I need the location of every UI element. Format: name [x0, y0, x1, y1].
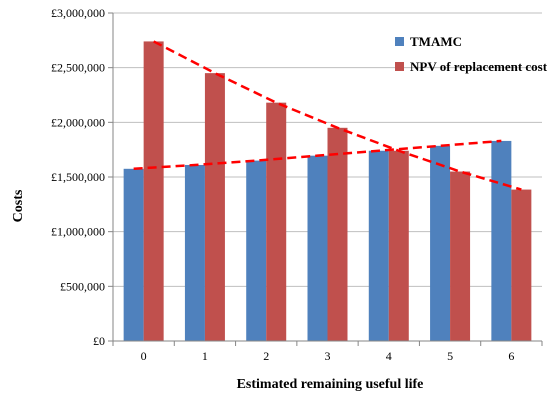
x-tick-labels: 0 1 2 3 4 5 6: [141, 349, 515, 363]
bars: [123, 41, 532, 341]
x-tick-label-5: 5: [447, 349, 453, 363]
trendlines: [133, 40, 522, 191]
y-tick-label-5: £2,500,000: [51, 61, 105, 75]
x-tick-label-1: 1: [202, 349, 208, 363]
bar-tmamc-0: [123, 168, 144, 341]
legend-swatch-npv: [395, 62, 404, 71]
y-tick-label-4: £2,000,000: [51, 115, 105, 129]
bar-npv-5: [450, 171, 471, 341]
bar-tmamc-2: [246, 160, 267, 341]
y-tick-label-0: £0: [93, 334, 105, 348]
trendline-tmamc: [133, 139, 502, 171]
x-tick-label-6: 6: [508, 349, 514, 363]
axes: [108, 12, 543, 346]
bar-tmamc-5: [430, 145, 451, 341]
bar-npv-0: [143, 41, 164, 341]
bar-npv-1: [204, 73, 225, 341]
legend-label-tmamc: TMAMC: [410, 34, 462, 49]
bar-tmamc-1: [184, 164, 205, 341]
y-tick-labels: £0 £500,000 £1,000,000 £1,500,000 £2,000,000…: [51, 6, 105, 348]
x-tick-label-4: 4: [386, 349, 392, 363]
legend-label-npv: NPV of replacement cost: [410, 59, 548, 74]
bar-npv-2: [266, 102, 287, 341]
trendline-npv: [153, 40, 522, 191]
y-tick-label-1: £500,000: [60, 279, 105, 293]
bar-tmamc-6: [491, 140, 512, 341]
bar-npv-6: [511, 189, 532, 341]
legend: TMAMC NPV of replacement cost: [395, 34, 548, 74]
y-tick-label-2: £1,000,000: [51, 225, 105, 239]
x-tick-label-2: 2: [263, 349, 269, 363]
x-tick-label-0: 0: [141, 349, 147, 363]
y-tick-label-6: £3,000,000: [51, 6, 105, 20]
y-axis-title: Costs: [11, 189, 26, 222]
y-tick-label-3: £1,500,000: [51, 170, 105, 184]
x-tick-label-3: 3: [325, 349, 331, 363]
legend-swatch-tmamc: [395, 37, 404, 46]
bar-npv-4: [388, 150, 409, 341]
x-axis-title: Estimated remaining useful life: [237, 377, 424, 392]
bar-npv-3: [327, 127, 348, 341]
bar-tmamc-4: [368, 150, 389, 341]
bar-tmamc-3: [307, 155, 328, 341]
